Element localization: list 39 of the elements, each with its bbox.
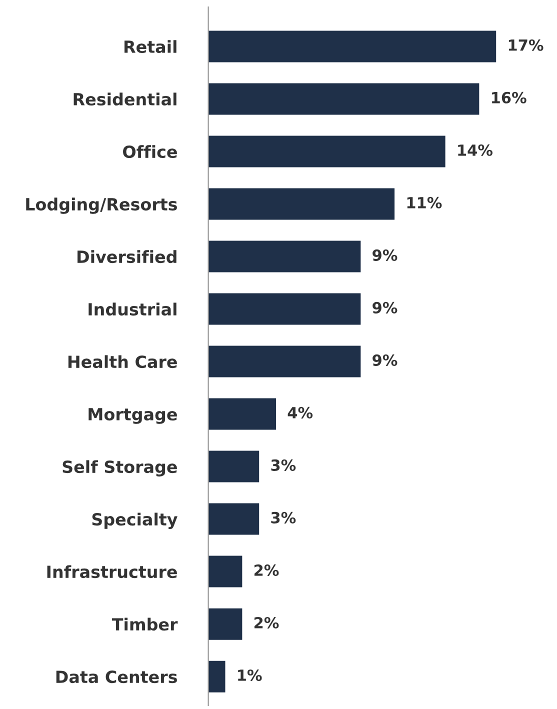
bar xyxy=(208,346,361,378)
bar xyxy=(208,608,242,640)
bar xyxy=(208,240,361,272)
bar xyxy=(208,398,276,430)
bar xyxy=(208,136,446,168)
y-tick-label: Diversified xyxy=(78,250,176,264)
data-label: 16% xyxy=(492,92,526,104)
data-label: 2% xyxy=(254,616,279,628)
y-tick-label: Lodging/Resorts xyxy=(26,198,177,214)
y-tick-label: Self Storage xyxy=(62,460,177,476)
data-label: 2% xyxy=(254,564,279,576)
y-tick-label: Data Centers xyxy=(56,670,177,684)
y-tick-label: Infrastructure xyxy=(47,565,177,578)
bar xyxy=(208,503,260,535)
data-label: 4% xyxy=(288,406,313,418)
data-label: 11% xyxy=(407,196,442,208)
y-tick-label: Mortgage xyxy=(88,408,177,424)
data-label: 9% xyxy=(372,302,398,314)
y-tick-label: Residential xyxy=(74,92,176,106)
data-label: 9% xyxy=(372,249,398,261)
data-label: 14% xyxy=(458,144,493,156)
y-tick-label: Industrial xyxy=(88,302,176,316)
bar xyxy=(208,450,260,482)
y-tick-label: Specialty xyxy=(92,512,178,529)
y-tick-label: Retail xyxy=(124,40,176,54)
data-label: 9% xyxy=(372,354,398,366)
bar xyxy=(208,30,496,62)
data-label: 3% xyxy=(271,459,296,471)
bar xyxy=(208,293,361,325)
data-label: 17% xyxy=(508,39,544,51)
bar xyxy=(208,83,480,115)
bar xyxy=(208,660,226,692)
y-tick-label: Timber xyxy=(112,618,178,631)
y-tick-label: Office xyxy=(123,145,177,158)
data-label: 1% xyxy=(238,669,262,682)
data-label: 3% xyxy=(271,512,296,524)
y-tick-label: Health Care xyxy=(68,355,177,368)
bar xyxy=(208,188,395,220)
bar xyxy=(208,556,242,588)
